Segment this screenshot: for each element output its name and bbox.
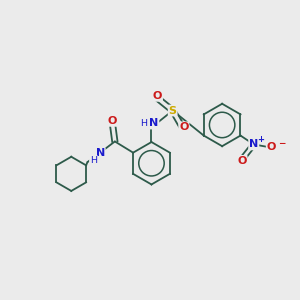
- Text: O: O: [237, 156, 247, 166]
- Text: O: O: [108, 116, 117, 126]
- Text: N: N: [149, 118, 158, 128]
- Text: H: H: [141, 119, 148, 128]
- Text: H: H: [90, 156, 97, 165]
- Text: −: −: [278, 139, 285, 148]
- Text: O: O: [179, 122, 188, 132]
- Text: O: O: [267, 142, 276, 152]
- Text: S: S: [169, 106, 177, 116]
- Text: +: +: [257, 135, 264, 144]
- Text: O: O: [153, 91, 162, 101]
- Text: N: N: [249, 140, 258, 149]
- Text: N: N: [95, 148, 105, 158]
